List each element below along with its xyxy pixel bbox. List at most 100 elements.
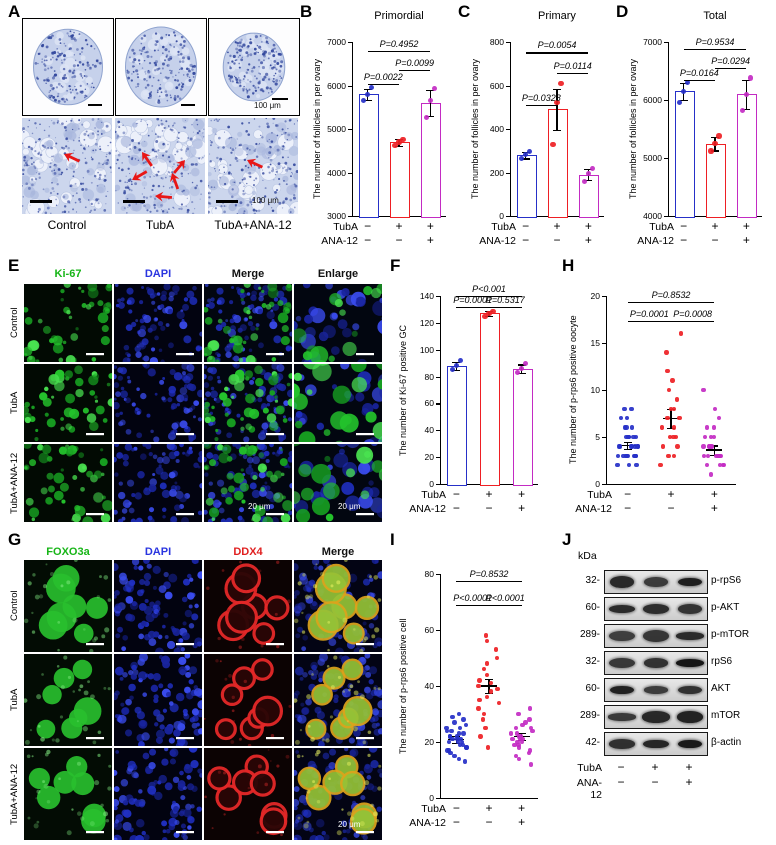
bar (421, 102, 442, 218)
data-point (624, 434, 629, 440)
protein-label: rpS6 (711, 656, 733, 667)
error-cap (426, 115, 435, 118)
scale-label: 20 μm (338, 820, 361, 829)
significance-line (399, 69, 431, 71)
x-row-value: + (485, 801, 493, 815)
data-point (513, 753, 519, 759)
p-value-label: P=0.0328 (521, 92, 561, 103)
micrograph-render (24, 748, 112, 840)
data-point (717, 463, 722, 468)
data-point (523, 152, 529, 158)
x-row-value: − (452, 501, 460, 515)
data-point (444, 728, 450, 733)
data-point (452, 720, 457, 725)
protein-band (610, 576, 634, 588)
data-point (666, 453, 671, 458)
chart-ki67-positive: The number of Ki-67 positive GC 0 20 40 60 80… (396, 266, 560, 524)
protein-band (643, 739, 669, 749)
column-header-dapi: DAPI (144, 546, 172, 558)
y-tick-label: 80 (424, 371, 434, 382)
protein-band (608, 713, 636, 721)
data-point (711, 425, 716, 430)
data-point (459, 739, 465, 745)
merge-image (294, 654, 382, 746)
significance-line (456, 296, 522, 298)
x-row-name: ANA-12 (321, 235, 358, 247)
scale-label: 100 μm (252, 196, 279, 205)
significance-line (489, 605, 522, 607)
data-point (633, 434, 639, 440)
data-point (497, 700, 502, 705)
error-cap (452, 369, 461, 372)
panel-d-label: D (616, 2, 629, 21)
data-point (747, 75, 753, 81)
error-cap (742, 79, 751, 81)
ovary-zoom-control (22, 118, 112, 214)
x-row-value: − (617, 760, 625, 774)
x-row-value: + (584, 233, 592, 247)
error-cap (742, 108, 751, 110)
y-tick-label: 60 (424, 625, 434, 635)
blot-row (604, 624, 708, 648)
micrograph-render (294, 444, 382, 522)
y-tick (436, 484, 440, 486)
p-value-label: P<0.0001 (453, 593, 493, 604)
error-bar (627, 441, 629, 450)
data-point (450, 737, 455, 742)
micrograph-render (33, 28, 103, 106)
bar (674, 91, 695, 218)
data-point (369, 85, 375, 91)
y-tick-label: 20 (590, 291, 600, 301)
x-row-name: TubA (421, 489, 446, 501)
y-tick-label: 0 (595, 479, 600, 489)
data-point (674, 397, 679, 402)
error-cap (395, 145, 403, 147)
data-point (677, 416, 682, 421)
protein-label: p-AKT (711, 602, 740, 613)
data-point (633, 453, 638, 458)
error-cap (517, 372, 526, 374)
protein-band (643, 658, 669, 668)
panel-g-label: G (8, 530, 22, 549)
panel-i-label: I (390, 530, 395, 549)
data-point (615, 453, 621, 458)
data-point (483, 633, 489, 638)
data-point (671, 425, 677, 430)
error-cap (667, 427, 675, 429)
p-value-label: P=0.8532 (469, 568, 509, 579)
data-point (622, 406, 627, 411)
p-value-label: P<0.001 (472, 284, 506, 294)
micrograph-render (114, 284, 202, 362)
y-tick (436, 349, 440, 351)
y-tick (348, 85, 352, 87)
y-tick (348, 42, 352, 44)
row-label-tuba: TubA (9, 391, 20, 415)
y-tick-label: 6000 (643, 95, 662, 105)
data-point (527, 717, 532, 722)
x-row-value: − (364, 219, 372, 233)
protein-band (643, 630, 669, 642)
y-axis (440, 296, 442, 485)
kda-label: 32- (585, 575, 600, 586)
data-point (635, 444, 640, 449)
error-cap (452, 361, 461, 363)
micrograph-render (114, 748, 202, 840)
y-axis (606, 296, 608, 485)
data-point (678, 331, 684, 336)
data-point (446, 748, 451, 753)
foxo3a-image (24, 748, 112, 840)
protein-band (677, 711, 703, 723)
data-point (664, 350, 669, 355)
merge-image (204, 364, 292, 442)
micrograph-render (24, 364, 112, 442)
error-cap (517, 733, 526, 735)
data-point (519, 155, 525, 161)
x-row-value: + (651, 760, 659, 774)
micrograph-render (24, 560, 112, 652)
data-point (528, 762, 534, 767)
data-point (365, 91, 371, 97)
bar (737, 94, 758, 218)
p-value-label: P=0.0294 (711, 56, 751, 67)
data-point (668, 406, 674, 411)
x-row-value: − (395, 233, 403, 247)
